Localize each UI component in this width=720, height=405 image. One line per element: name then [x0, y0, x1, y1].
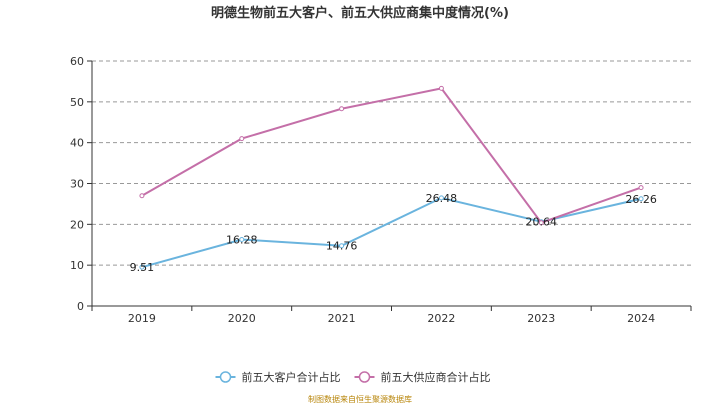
grid: [92, 60, 691, 266]
y-tick-label: 10: [70, 259, 84, 272]
data-point: [239, 136, 245, 142]
legend-label: 前五大供应商合计占比: [381, 370, 491, 384]
data-point: [239, 237, 245, 243]
y-tick-label: 60: [70, 55, 84, 68]
data-labels: 9.51 16.28 14.76 26.48 20.64 26.26: [130, 192, 657, 274]
data-point: [339, 243, 345, 249]
data-point: [538, 220, 544, 226]
y-tick-label: 50: [70, 96, 84, 109]
legend-swatch-marker: [219, 371, 232, 383]
series-line-1: [141, 196, 642, 269]
series-line-2: [141, 87, 642, 224]
chart-title: 明德生物前五大客户、前五大供应商集中度情况(%): [211, 5, 509, 21]
data-label: 26.48: [426, 192, 458, 205]
data-label: 9.51: [130, 261, 155, 274]
data-label: 26.26: [625, 193, 657, 206]
source-note: 制图数据来自恒生聚源数据库: [308, 394, 412, 404]
y-tick-label: 0: [77, 300, 84, 313]
series: [139, 85, 644, 270]
y-tick-label: 40: [70, 137, 84, 150]
y-tick-label: 20: [70, 218, 84, 231]
data-label: 16.28: [226, 234, 258, 247]
data-point: [139, 264, 145, 270]
legend-item-2[interactable]: 前五大供应商合计占比: [354, 370, 491, 384]
y-tick-label: 30: [70, 178, 84, 191]
x-tick-label: 2024: [627, 312, 655, 325]
data-point: [139, 193, 145, 199]
legend[interactable]: 前五大客户合计占比 前五大供应商合计占比: [215, 370, 491, 384]
data-point: [438, 195, 444, 201]
data-point: [339, 106, 345, 112]
axes: 0 10 20 30 40 50 60 2019 2020 2021 2022 2023 2024: [70, 55, 692, 325]
data-point: [638, 185, 644, 191]
data-point: [638, 196, 644, 202]
data-label: 14.76: [326, 240, 358, 253]
data-point: [438, 85, 444, 91]
legend-item-1[interactable]: 前五大客户合计占比: [215, 370, 341, 384]
x-tick-label: 2021: [328, 312, 356, 325]
x-tick-label: 2020: [228, 312, 256, 325]
x-tick-label: 2022: [427, 312, 455, 325]
x-tick-label: 2023: [527, 312, 555, 325]
x-tick-label: 2019: [128, 312, 156, 325]
legend-label: 前五大客户合计占比: [242, 370, 341, 384]
legend-swatch-marker: [358, 371, 371, 383]
data-label: 20.64: [526, 216, 558, 229]
